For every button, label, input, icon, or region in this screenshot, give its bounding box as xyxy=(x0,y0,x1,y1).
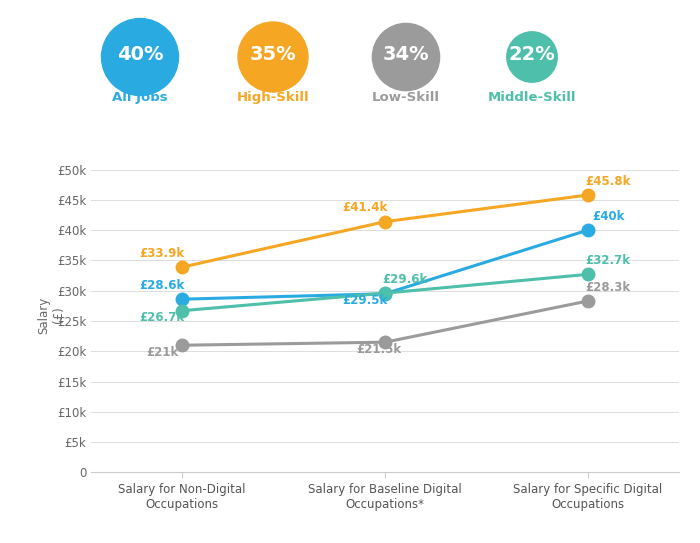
Text: £28.6k: £28.6k xyxy=(139,279,185,292)
Text: £45.8k: £45.8k xyxy=(585,175,631,188)
Y-axis label: Salary
(£): Salary (£) xyxy=(37,296,65,333)
Text: 22%: 22% xyxy=(509,45,555,64)
Text: £33.9k: £33.9k xyxy=(139,247,185,260)
Text: £21.5k: £21.5k xyxy=(356,343,402,356)
Text: 40%: 40% xyxy=(117,45,163,64)
Text: 35%: 35% xyxy=(250,45,296,64)
Text: £21k: £21k xyxy=(146,345,178,358)
Text: £40k: £40k xyxy=(592,210,624,223)
Text: All Jobs: All Jobs xyxy=(112,91,168,104)
Text: £29.5k: £29.5k xyxy=(342,294,387,307)
Text: 34%: 34% xyxy=(383,45,429,64)
Text: £41.4k: £41.4k xyxy=(342,201,387,214)
Text: £32.7k: £32.7k xyxy=(585,254,631,267)
Text: £26.7k: £26.7k xyxy=(139,311,185,324)
Text: Low-Skill: Low-Skill xyxy=(372,91,440,104)
Text: £29.6k: £29.6k xyxy=(383,273,428,286)
Text: Middle-Skill: Middle-Skill xyxy=(488,91,576,104)
Text: High-Skill: High-Skill xyxy=(237,91,309,104)
Text: £28.3k: £28.3k xyxy=(585,281,631,294)
